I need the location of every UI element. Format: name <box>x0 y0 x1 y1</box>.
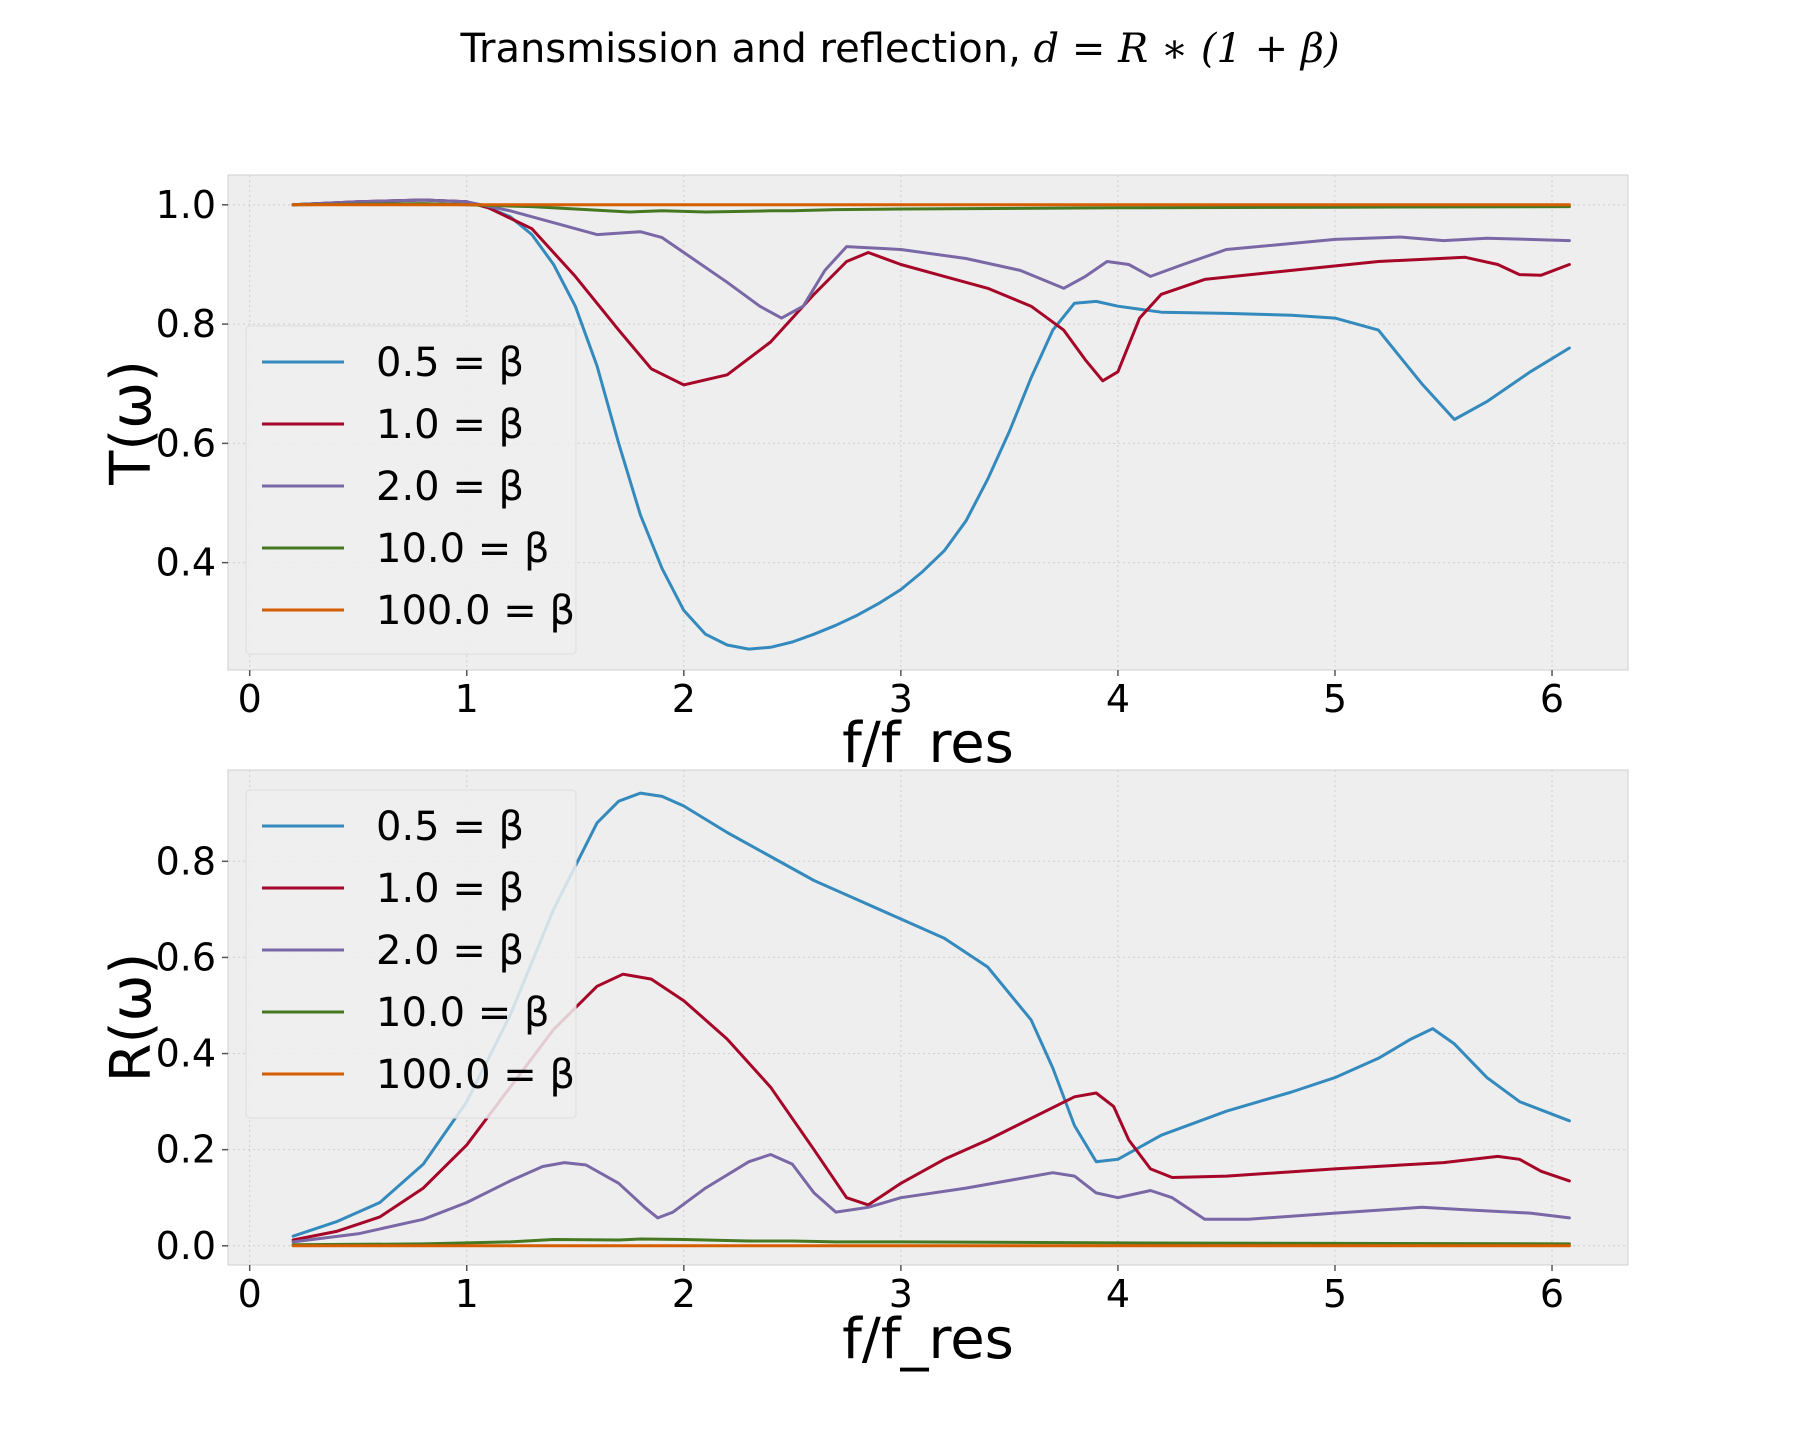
figure-title-prefix: Transmission and reflection, <box>459 26 1033 72</box>
x-axis-label: f/f_res <box>842 1307 1014 1372</box>
legend-entry-2: 2.0 = β <box>376 928 524 974</box>
x-tick-label: 0 <box>238 1272 262 1316</box>
y-tick-label: 0.2 <box>156 1128 216 1172</box>
legend-entry-3: 10.0 = β <box>376 990 550 1036</box>
x-axis-label: f/f_res <box>842 711 1014 776</box>
x-tick-label: 1 <box>455 1272 479 1316</box>
x-tick-label: 6 <box>1540 1272 1564 1316</box>
x-tick-label: 4 <box>1106 677 1130 721</box>
x-tick-label: 2 <box>672 677 696 721</box>
legend-entry-0: 0.5 = β <box>376 340 524 386</box>
y-axis-label: R(ω) <box>99 953 164 1083</box>
y-tick-label: 1.0 <box>156 183 216 227</box>
x-tick-label: 5 <box>1323 677 1347 721</box>
y-tick-label: 0.0 <box>156 1224 216 1268</box>
legend-entry-0: 0.5 = β <box>376 804 524 850</box>
y-axis-label: T(ω) <box>99 360 164 486</box>
y-tick-label: 0.8 <box>156 302 216 346</box>
series-line-2 <box>291 1153 1571 1244</box>
x-tick-label: 5 <box>1323 1272 1347 1316</box>
series-line-2 <box>291 198 1571 320</box>
legend-entry-4: 100.0 = β <box>376 1052 575 1098</box>
x-tick-label: 2 <box>672 1272 696 1316</box>
y-tick-label: 0.6 <box>156 935 216 979</box>
legend-entry-3: 10.0 = β <box>376 526 550 572</box>
figure-title-math: d = R ∗ (1 + β) <box>1034 26 1340 72</box>
transmission-panel: 0 1 2 3 4 5 6 0.4 0.6 0.8 1.0 f/f_res T(ω) 0.5 = β 1.0… <box>99 174 1629 776</box>
x-tick-label: 0 <box>238 677 262 721</box>
y-tick-label: 0.8 <box>156 839 216 883</box>
legend-entry-1: 1.0 = β <box>376 402 524 448</box>
y-tick-label: 0.4 <box>156 1032 216 1076</box>
legend: 0.5 = β 1.0 = β 2.0 = β 10.0 = β 100.0 = β <box>245 325 577 655</box>
figure-title: Transmission and reflection, d = R ∗ (1 … <box>459 26 1339 72</box>
reflection-panel: 0 1 2 3 4 5 6 0.0 0.2 0.4 0.6 0.8 f/f_res R(ω) 0.5 = β… <box>99 769 1629 1372</box>
y-tick-label: 0.4 <box>156 541 216 585</box>
series-line-0 <box>291 198 1571 651</box>
legend-entry-2: 2.0 = β <box>376 464 524 510</box>
x-tick-label: 3 <box>889 1272 913 1316</box>
series-line-1 <box>291 198 1571 387</box>
x-tick-label: 6 <box>1540 677 1564 721</box>
x-tick-label: 4 <box>1106 1272 1130 1316</box>
legend: 0.5 = β 1.0 = β 2.0 = β 10.0 = β 100.0 = β <box>245 789 577 1119</box>
series-line-3 <box>291 1237 1571 1247</box>
x-tick-label: 1 <box>455 677 479 721</box>
y-tick-label: 0.6 <box>156 421 216 465</box>
legend-box <box>245 789 577 1119</box>
legend-entry-4: 100.0 = β <box>376 588 575 634</box>
legend-box <box>245 325 577 655</box>
x-tick-label: 3 <box>889 677 913 721</box>
legend-entry-1: 1.0 = β <box>376 866 524 912</box>
